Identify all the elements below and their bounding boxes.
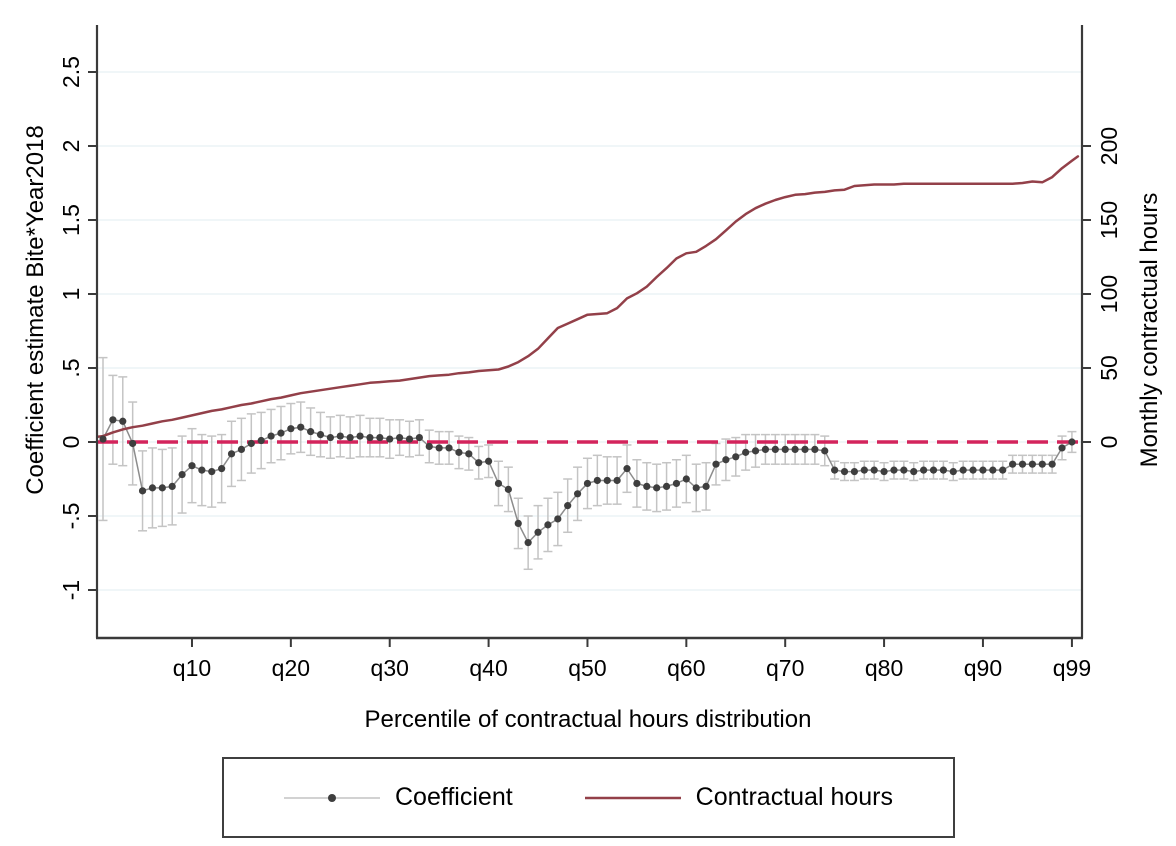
svg-text:q10: q10: [173, 655, 211, 681]
svg-text:1.5: 1.5: [58, 204, 84, 236]
legend-coefficient-dot: [328, 793, 336, 802]
legend-box: Coefficient Contractual hours: [222, 757, 955, 838]
coefficient-dots: [99, 416, 1076, 547]
svg-text:-.5: -.5: [58, 503, 84, 530]
svg-text:q90: q90: [964, 655, 1002, 681]
axes-spines: [95, 25, 1084, 640]
svg-text:2.5: 2.5: [58, 56, 84, 88]
svg-text:50: 50: [1096, 355, 1122, 381]
svg-text:100: 100: [1096, 275, 1122, 313]
svg-text:0: 0: [58, 436, 84, 449]
coefficient-marker-sample: [284, 793, 380, 802]
hours-marker-sample: [584, 796, 681, 799]
svg-text:1: 1: [58, 288, 84, 301]
right-axis-title: Monthly contractual hours: [1136, 193, 1163, 468]
tick-marks: [88, 71, 1091, 647]
legend-item-coefficient: Coefficient: [284, 783, 513, 812]
svg-text:q50: q50: [568, 655, 606, 681]
svg-text:q70: q70: [766, 655, 804, 681]
svg-text:q20: q20: [272, 655, 310, 681]
hours-line: [96, 155, 1080, 439]
svg-text:q99: q99: [1053, 655, 1091, 681]
svg-text:q30: q30: [371, 655, 409, 681]
gridlines: [97, 71, 1082, 591]
left-axis-title: Coefficient estimate Bite*Year2018: [22, 125, 49, 495]
legend-item-contractual-hours: Contractual hours: [584, 783, 893, 812]
legend-label-coefficient: Coefficient: [395, 783, 513, 811]
svg-text:2: 2: [58, 140, 84, 153]
svg-text:-1: -1: [58, 580, 84, 600]
svg-text:.5: .5: [58, 358, 84, 377]
svg-text:q60: q60: [667, 655, 705, 681]
error-bars: [98, 356, 1077, 571]
svg-text:q80: q80: [865, 655, 903, 681]
tick-labels: -1 -.5 0 .5 1 1.5 2 2.5 0 50 100 150 200 q10 q20 q30 q40…: [58, 56, 1122, 681]
x-axis-title: Percentile of contractual hours distribu…: [365, 706, 812, 733]
svg-text:0: 0: [1096, 436, 1122, 449]
svg-text:150: 150: [1096, 201, 1122, 239]
svg-text:200: 200: [1096, 127, 1122, 165]
svg-text:q40: q40: [469, 655, 507, 681]
legend-label-contractual-hours: Contractual hours: [695, 783, 893, 811]
